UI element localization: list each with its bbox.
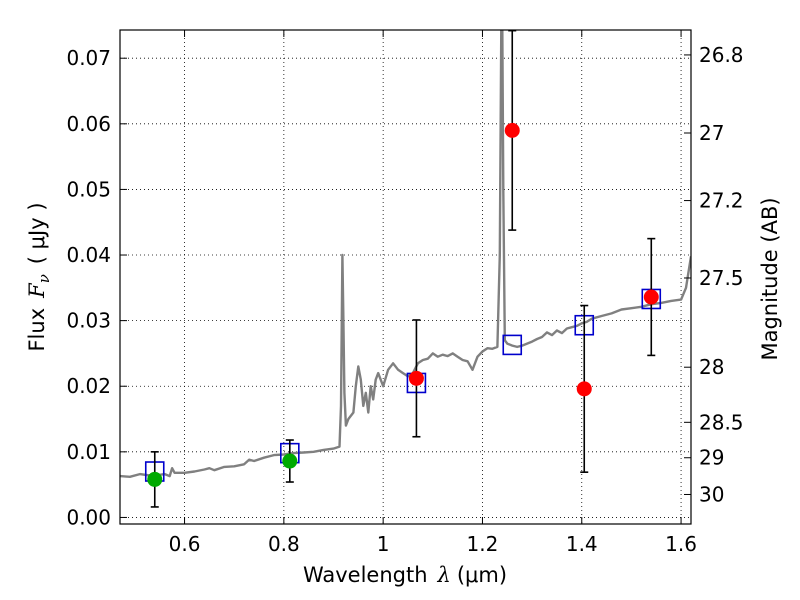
x-tick-label: 0.8 [268,532,300,556]
detection-point [408,370,424,386]
plot-contents [120,30,691,508]
y-axis-label-symbol: F [25,282,49,299]
x-axis-label: Wavelength λ (μm) [303,563,507,587]
x-axis-label-symbol: λ [437,563,451,587]
detection-point [504,122,520,138]
x-tick-label: 1.2 [467,532,499,556]
model-photometry-square [502,334,523,356]
y-tick-label: 0.00 [66,505,111,529]
y-axis-label-subscript: ν [35,274,53,283]
y-tick-label: 0.05 [66,177,111,201]
y-tick-label: 0.02 [66,374,111,398]
plot-frame [119,29,692,525]
y2-tick-label: 27.2 [699,189,744,213]
detection-point [576,381,592,397]
x-axis-label-prefix: Wavelength [303,563,428,587]
y-axis-label-unit: ( μJy ) [25,202,49,264]
y2-tick-label: 28 [699,355,724,379]
y-tick-label: 0.04 [66,243,111,267]
y2-tick-label: 26.8 [699,43,744,67]
x-axis-label-unit: (μm) [457,563,507,587]
y2-tick-label: 28.5 [699,410,744,434]
y2-tick-label: 30 [699,482,724,506]
x-tick-label: 0.6 [169,532,201,556]
x-tick-label: 1.6 [665,532,697,556]
plot-area [120,30,691,508]
y-axis-label: Flux Fν ( μJy ) [25,202,53,351]
detection-point [147,471,163,487]
ticks [120,30,691,524]
y2-tick-label: 27 [699,121,724,145]
x-tick-label: 1.4 [566,532,598,556]
y-tick-label: 0.06 [66,112,111,136]
detection-point [643,289,659,305]
y-tick-label: 0.03 [66,309,111,333]
y2-tick-label: 29 [699,446,724,470]
y2-axis-label: Magnitude (AB) [758,197,782,360]
y-axis-label-prefix: Flux [25,308,49,352]
y-tick-label: 0.07 [66,46,111,70]
y2-tick-label: 27.5 [699,266,744,290]
y-tick-label: 0.01 [66,440,111,464]
x-tick-label: 1 [377,532,390,556]
tick-labels: 0.6 0.8 1 1.2 1.4 1.6 0.00 0.01 0.02 0.03 0.04 0.05… [66,43,743,556]
detection-point [282,453,298,469]
